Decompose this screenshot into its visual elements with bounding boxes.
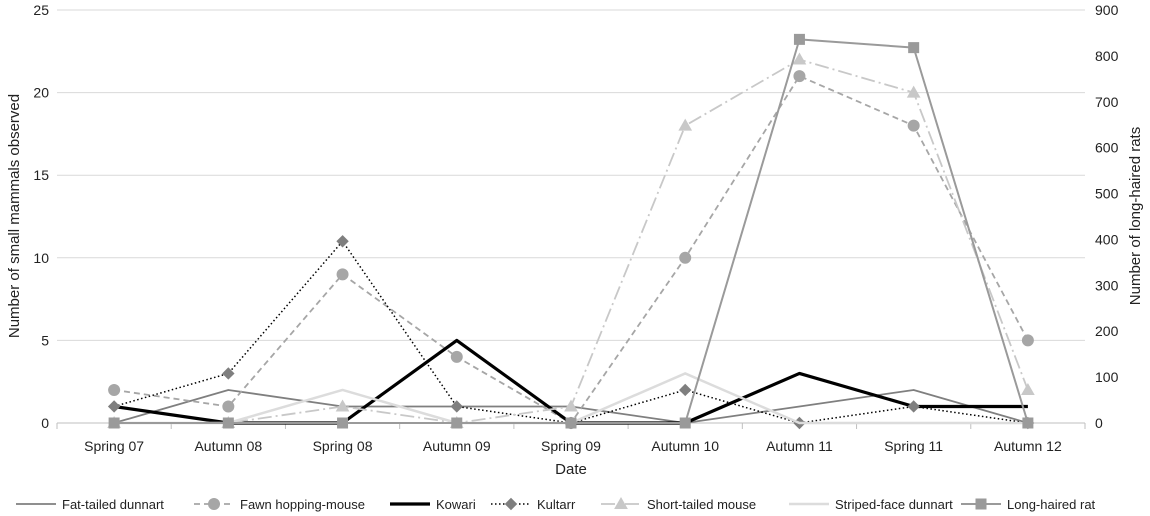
x-tick-label: Autumn 09 bbox=[423, 438, 491, 454]
data-point bbox=[564, 399, 578, 412]
data-point bbox=[222, 417, 234, 429]
data-point bbox=[450, 350, 463, 363]
data-point bbox=[906, 85, 921, 98]
legend-label: Fawn hopping-mouse bbox=[240, 497, 365, 512]
data-point bbox=[450, 400, 463, 413]
y2-axis-title: Number of long-haired rats bbox=[1127, 127, 1144, 305]
data-point bbox=[222, 367, 235, 380]
data-point bbox=[108, 417, 120, 429]
series-long-haired-rat bbox=[108, 33, 1034, 429]
legend-label: Kultarr bbox=[537, 497, 576, 512]
legend-entry: Kultarr bbox=[491, 497, 576, 512]
y2-tick-label: 100 bbox=[1095, 369, 1119, 385]
y-tick-label: 15 bbox=[33, 167, 49, 183]
data-point bbox=[679, 417, 691, 429]
x-tick-label: Spring 11 bbox=[884, 438, 943, 454]
legend-entry: Kowari bbox=[390, 497, 476, 512]
data-point bbox=[678, 118, 693, 131]
data-point bbox=[335, 399, 350, 412]
y2-tick-label: 0 bbox=[1095, 415, 1103, 431]
x-tick-label: Spring 07 bbox=[84, 438, 144, 454]
y2-tick-label: 200 bbox=[1095, 323, 1119, 339]
legend-label: Fat-tailed dunnart bbox=[62, 497, 164, 512]
data-point bbox=[907, 400, 920, 413]
legend-marker bbox=[504, 497, 518, 511]
tick-labels: 0 5 10 15 20 25 0 100 200 300 400 500 600 700 800 900 Sp… bbox=[33, 2, 1118, 454]
y2-tick-label: 500 bbox=[1095, 186, 1119, 202]
data-point bbox=[107, 400, 121, 413]
data-point bbox=[108, 383, 121, 396]
y-tick-label: 20 bbox=[33, 85, 49, 101]
legend-label: Short-tailed mouse bbox=[647, 497, 756, 512]
y2-tick-label: 800 bbox=[1095, 48, 1119, 64]
data-point bbox=[451, 417, 463, 429]
data-point bbox=[793, 70, 806, 83]
x-tick-label: Spring 09 bbox=[541, 438, 601, 454]
data-point bbox=[222, 400, 235, 413]
data-point bbox=[793, 33, 805, 45]
data-point bbox=[565, 417, 577, 429]
y-tick-label: 0 bbox=[41, 415, 49, 431]
y-tick-label: 25 bbox=[33, 2, 49, 18]
data-point bbox=[1022, 417, 1034, 429]
x-tick-label: Autumn 08 bbox=[194, 438, 262, 454]
series-short-tailed-mouse bbox=[107, 52, 1035, 428]
series bbox=[107, 33, 1035, 430]
legend: Fat-tailed dunnart Fawn hopping-mouse Kowa… bbox=[16, 496, 1096, 512]
data-point bbox=[336, 268, 349, 281]
data-point bbox=[679, 251, 692, 264]
x-tick-label: Autumn 12 bbox=[994, 438, 1062, 454]
data-point bbox=[337, 417, 349, 429]
series-fawn-hopping-mouse bbox=[108, 70, 1034, 429]
data-point bbox=[679, 383, 692, 397]
y2-tick-label: 700 bbox=[1095, 94, 1119, 110]
legend-entry: Long-haired rat bbox=[961, 497, 1096, 512]
legend-entry: Fat-tailed dunnart bbox=[16, 497, 164, 512]
data-point bbox=[907, 119, 920, 132]
gridlines bbox=[57, 9, 1085, 341]
legend-label: Kowari bbox=[436, 497, 476, 512]
series-line bbox=[114, 58, 1029, 424]
x-axis-title: Date bbox=[555, 461, 587, 478]
data-point bbox=[792, 52, 807, 65]
y2-tick-label: 400 bbox=[1095, 231, 1119, 247]
legend-label: Long-haired rat bbox=[1007, 497, 1096, 512]
y-tick-label: 5 bbox=[41, 332, 49, 348]
legend-marker bbox=[614, 496, 628, 509]
legend-marker bbox=[975, 498, 987, 510]
series-line bbox=[113, 240, 1028, 424]
legend-entry: Short-tailed mouse bbox=[601, 496, 756, 512]
series-line bbox=[113, 75, 1029, 424]
y2-tick-label: 300 bbox=[1095, 277, 1119, 293]
legend-marker bbox=[208, 498, 220, 510]
legend-entry: Fawn hopping-mouse bbox=[194, 497, 365, 512]
data-point bbox=[1021, 334, 1034, 347]
y-axis-title: Number of small mammals observed bbox=[6, 94, 23, 338]
x-tick-label: Autumn 11 bbox=[766, 438, 833, 454]
data-point bbox=[1021, 382, 1035, 395]
legend-label: Striped-face dunnart bbox=[835, 497, 953, 512]
y2-tick-label: 900 bbox=[1095, 2, 1119, 18]
legend-entry: Striped-face dunnart bbox=[789, 497, 953, 512]
x-tick-label: Spring 08 bbox=[313, 438, 373, 454]
data-point bbox=[336, 235, 349, 248]
y2-tick-label: 600 bbox=[1095, 140, 1119, 156]
x-tick-label: Autumn 10 bbox=[651, 438, 719, 454]
y-tick-label: 10 bbox=[33, 250, 49, 266]
series-line bbox=[114, 38, 1029, 424]
data-point bbox=[908, 42, 920, 54]
